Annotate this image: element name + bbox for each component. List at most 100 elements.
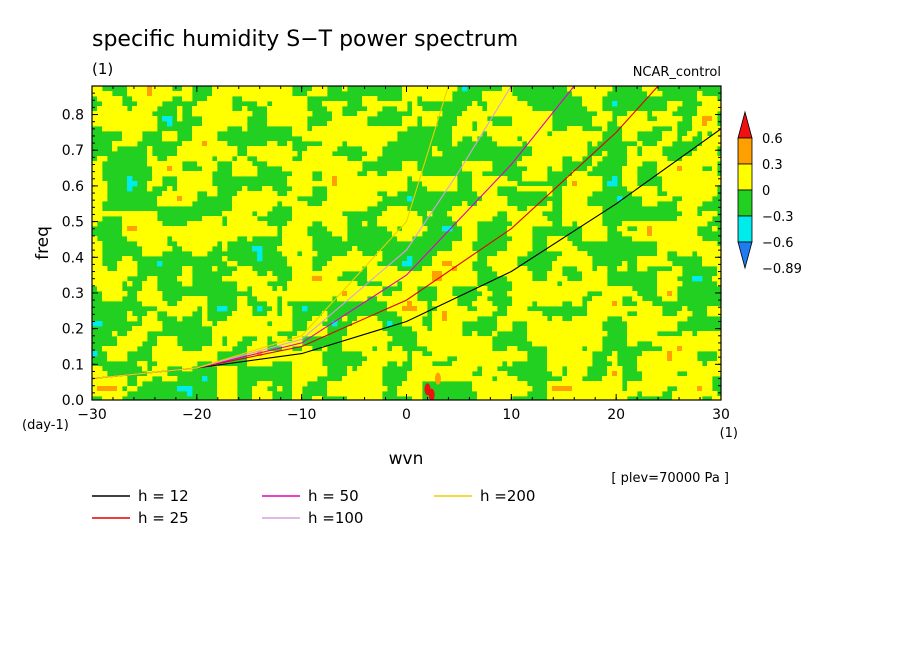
heatmap-cell: [252, 86, 258, 92]
heatmap-cell: [212, 351, 218, 357]
heatmap-cell: [532, 206, 538, 212]
heatmap-cell: [312, 296, 318, 302]
heatmap-cell: [352, 176, 358, 182]
heatmap-cell: [187, 306, 193, 312]
heatmap-cell: [192, 356, 198, 362]
heatmap-cell: [482, 301, 488, 307]
heatmap-cell: [702, 251, 708, 257]
heatmap-cell: [677, 241, 683, 247]
heatmap-cell: [292, 361, 298, 367]
heatmap-cell: [92, 281, 98, 287]
heatmap-cell: [322, 291, 328, 297]
heatmap-cell: [372, 141, 378, 147]
heatmap-cell: [552, 141, 558, 147]
heatmap-cell: [217, 236, 223, 242]
heatmap-cell: [307, 351, 313, 357]
heatmap-cell: [447, 186, 453, 192]
heatmap-cell: [597, 281, 603, 287]
heatmap-cell: [412, 176, 418, 182]
heatmap-cell: [367, 186, 373, 192]
heatmap-cell: [242, 226, 248, 232]
heatmap-cell: [342, 136, 348, 142]
heatmap-cell: [252, 286, 258, 292]
heatmap-cell: [292, 191, 298, 197]
heatmap-cell: [487, 256, 493, 262]
heatmap-cell: [567, 261, 573, 267]
heatmap-cell: [282, 246, 288, 252]
heatmap-cell: [567, 286, 573, 292]
heatmap-cell: [287, 241, 293, 247]
heatmap-cell: [667, 281, 673, 287]
heatmap-cell: [612, 371, 618, 377]
heatmap-cell: [622, 311, 628, 317]
heatmap-cell: [442, 281, 448, 287]
heatmap-cell: [582, 336, 588, 342]
heatmap-cell: [347, 386, 353, 392]
heatmap-cell: [562, 261, 568, 267]
heatmap-cell: [522, 176, 528, 182]
heatmap-cell: [292, 291, 298, 297]
heatmap-cell: [257, 281, 263, 287]
heatmap-cell: [632, 181, 638, 187]
heatmap-cell: [472, 166, 478, 172]
heatmap-cell: [332, 256, 338, 262]
heatmap-cell: [547, 126, 553, 132]
heatmap-cell: [402, 166, 408, 172]
heatmap-cell: [367, 371, 373, 377]
heatmap-cell: [112, 101, 118, 107]
legend-entry-h-50: h = 50: [262, 487, 359, 505]
heatmap-cell: [342, 206, 348, 212]
heatmap-cell: [592, 216, 598, 222]
heatmap-cell: [462, 111, 468, 117]
heatmap-cell: [602, 111, 608, 117]
heatmap-cell: [647, 261, 653, 267]
heatmap-cell: [317, 276, 323, 282]
heatmap-cell: [512, 391, 518, 397]
heatmap-cell: [137, 101, 143, 107]
heatmap-cell: [487, 131, 493, 137]
heatmap-cell: [512, 106, 518, 112]
heatmap-cell: [277, 116, 283, 122]
heatmap-cell: [97, 376, 103, 382]
heatmap-cell: [617, 391, 623, 397]
heatmap-cell: [642, 321, 648, 327]
heatmap-cell: [517, 291, 523, 297]
heatmap-cell: [292, 216, 298, 222]
heatmap-cell: [302, 181, 308, 187]
heatmap-cell: [712, 126, 718, 132]
heatmap-cell: [337, 181, 343, 187]
heatmap-cell: [242, 121, 248, 127]
heatmap-cell: [577, 371, 583, 377]
heatmap-cell: [547, 236, 553, 242]
heatmap-cell: [92, 216, 98, 222]
heatmap-cell: [447, 86, 453, 92]
heatmap-cell: [562, 246, 568, 252]
heatmap-cell: [117, 121, 123, 127]
heatmap-cell: [652, 356, 658, 362]
heatmap-cell: [652, 221, 658, 227]
heatmap-cell: [437, 251, 443, 257]
heatmap-cell: [467, 356, 473, 362]
heatmap-cell: [662, 371, 668, 377]
heatmap-cell: [262, 361, 268, 367]
heatmap-cell: [262, 296, 268, 302]
heatmap-cell: [307, 91, 313, 97]
heatmap-cell: [717, 341, 721, 347]
heatmap-cell: [312, 206, 318, 212]
heatmap-cell: [457, 356, 463, 362]
heatmap-cell: [557, 301, 563, 307]
heatmap-cell: [402, 96, 408, 102]
heatmap-cell: [277, 286, 283, 292]
heatmap-cell: [707, 176, 713, 182]
heatmap-cell: [162, 351, 168, 357]
heatmap-cell: [492, 196, 498, 202]
heatmap-cell: [402, 86, 408, 92]
heatmap-cell: [347, 371, 353, 377]
heatmap-cell: [482, 121, 488, 127]
heatmap-cell: [402, 321, 408, 327]
heatmap-cell: [477, 216, 483, 222]
heatmap-cell: [347, 331, 353, 337]
heatmap-cell: [132, 326, 138, 332]
heatmap-cell: [597, 296, 603, 302]
heatmap-cell: [392, 226, 398, 232]
